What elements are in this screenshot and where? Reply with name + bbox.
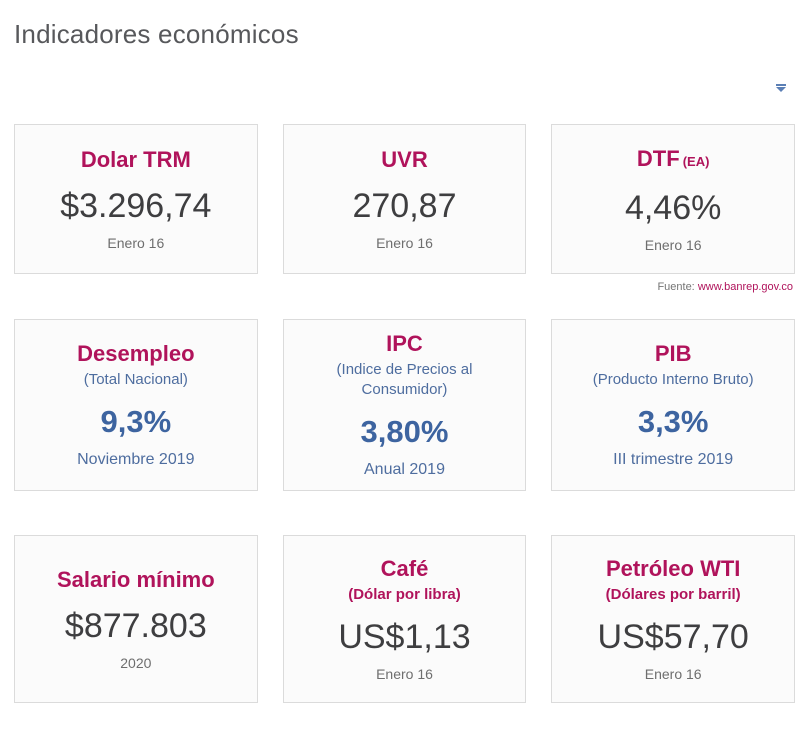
indicator-value: 9,3% <box>100 404 172 439</box>
indicator-row-1: Dolar TRM $3.296,74 Enero 16 UVR 270,87 … <box>0 124 805 274</box>
caret-bar <box>776 84 786 86</box>
card-ipc: IPC (Indice de Precios al Consumidor) 3,… <box>282 319 527 491</box>
caret-triangle <box>776 87 786 92</box>
indicator-period: 2020 <box>120 655 152 671</box>
page-title: Indicadores económicos <box>14 19 299 49</box>
indicator-title: IPC <box>386 331 423 356</box>
card-desempleo: Desempleo (Total Nacional) 9,3% Noviembr… <box>14 319 258 491</box>
card-dtf: DTF (EA) 4,46% Enero 16 <box>551 124 795 274</box>
indicator-title-text: DTF <box>636 145 680 171</box>
indicator-period: Enero 16 <box>376 666 433 682</box>
indicator-subtitle: (Producto Interno Bruto) <box>592 371 754 388</box>
card-salario-minimo: Salario mínimo $877.803 2020 <box>14 535 258 703</box>
indicator-value: 4,46% <box>624 188 722 227</box>
indicator-row-2: Desempleo (Total Nacional) 9,3% Noviembr… <box>0 319 805 491</box>
source-link[interactable]: www.banrep.gov.co <box>697 281 793 293</box>
indicator-title: Café <box>380 556 429 581</box>
indicator-value: 3,80% <box>360 414 449 449</box>
indicator-value: 3,3% <box>637 404 709 439</box>
indicator-period: Enero 16 <box>107 235 165 251</box>
indicator-subtitle: (Indice de Precios al Consumidor) <box>336 361 473 398</box>
indicator-title-suffix: (EA) <box>682 153 710 169</box>
indicator-value: $877.803 <box>64 607 207 645</box>
indicator-title: Salario mínimo <box>56 567 215 592</box>
source-line: Fuente: www.banrep.gov.co <box>0 280 805 295</box>
dropdown-caret-icon[interactable] <box>773 84 789 96</box>
indicator-period: III trimestre 2019 <box>613 451 734 468</box>
indicator-value: US$57,70 <box>597 618 749 656</box>
indicator-title: Dolar TRM <box>80 147 191 172</box>
indicator-subtitle: (Total Nacional) <box>83 371 188 388</box>
card-dolar-trm: Dolar TRM $3.296,74 Enero 16 <box>14 124 258 274</box>
indicator-period: Noviembre 2019 <box>77 451 195 468</box>
indicator-subtitle: (Dólares por barril) <box>605 586 741 603</box>
indicator-period: Enero 16 <box>644 236 702 253</box>
indicator-period: Enero 16 <box>376 235 433 251</box>
indicator-subtitle: (Dólar por libra) <box>348 586 461 603</box>
indicator-row-3: Salario mínimo $877.803 2020 Café (Dólar… <box>0 535 805 703</box>
indicator-title: Desempleo <box>77 341 195 366</box>
indicator-period: Enero 16 <box>644 666 702 682</box>
indicator-period: Anual 2019 <box>364 461 445 478</box>
indicator-value: $3.296,74 <box>60 187 212 225</box>
indicator-title: Petróleo WTI <box>605 556 741 581</box>
indicator-title: DTF (EA) <box>637 145 709 176</box>
indicator-value: US$1,13 <box>338 618 471 656</box>
source-label: Fuente: <box>657 281 695 293</box>
card-petroleo-wti: Petróleo WTI (Dólares por barril) US$57,… <box>551 535 795 703</box>
card-uvr: UVR 270,87 Enero 16 <box>282 124 527 274</box>
card-cafe: Café (Dólar por libra) US$1,13 Enero 16 <box>282 535 527 703</box>
card-pib: PIB (Producto Interno Bruto) 3,3% III tr… <box>551 319 795 491</box>
indicator-title: PIB <box>654 341 692 366</box>
indicator-title: UVR <box>381 147 428 172</box>
indicator-value: 270,87 <box>352 187 457 225</box>
